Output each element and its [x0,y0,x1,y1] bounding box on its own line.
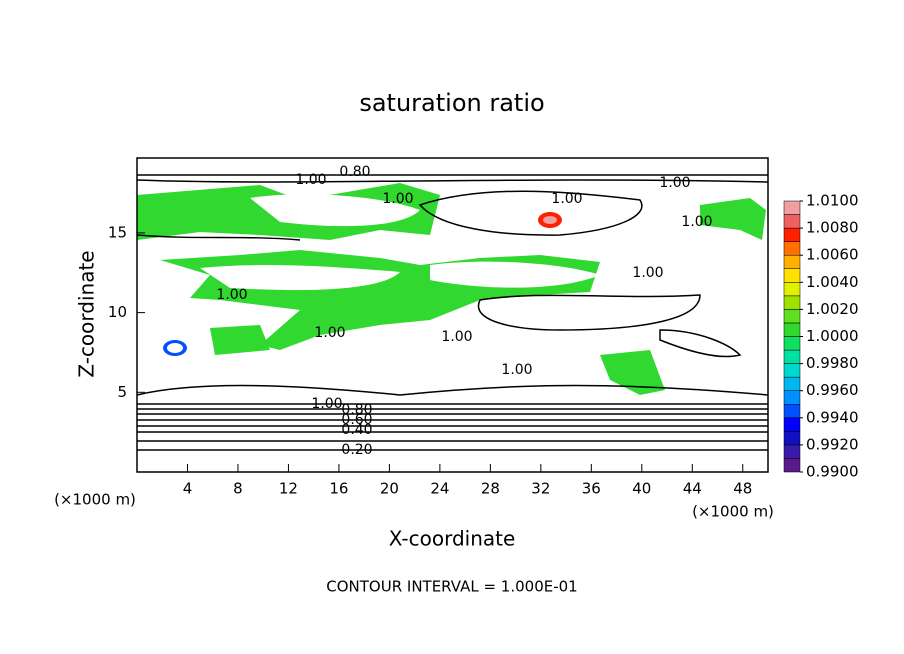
contour-label: 0.20 [341,442,372,458]
colorbar-swatch [783,282,801,297]
colorbar-swatch [783,390,801,405]
colorbar-swatch [783,376,801,391]
x-tick-label: 44 [683,480,702,498]
contour-label: 1.00 [632,265,663,281]
y-tick-label: 10 [108,303,127,321]
colorbar-tick-label: 1.0020 [806,300,859,318]
colorbar-swatch [783,431,801,446]
x-unit-label: (×1000 m) [692,503,774,521]
colorbar-swatch [783,227,801,242]
colorbar-swatch [783,458,801,473]
colorbar-tick-label: 0.9940 [806,408,859,426]
colorbar-swatch [783,349,801,364]
x-tick-label: 24 [430,480,449,498]
contour-label: 1.00 [501,362,532,378]
colorbar-swatch [783,363,801,378]
x-tick-label: 20 [380,480,399,498]
colorbar-swatch [783,336,801,351]
colorbar-tick-label: 0.9960 [806,381,859,399]
colorbar-tick-label: 0.9920 [806,435,859,453]
y-unit-label: (×1000 m) [54,491,136,509]
colorbar-swatch [783,295,801,310]
contour-interval-note: CONTOUR INTERVAL = 1.000E-01 [326,578,577,596]
x-tick-label: 32 [531,480,550,498]
chart-title: saturation ratio [359,89,544,117]
x-tick-label: 28 [481,480,500,498]
contour-label: 1.00 [441,329,472,345]
colorbar-tick-label: 1.0040 [806,273,859,291]
colorbar-tick-label: 1.0080 [806,219,859,237]
colorbar-swatch [783,309,801,324]
colorbar-swatch [783,268,801,283]
colorbar-swatch [783,322,801,337]
x-axis-label: X-coordinate [389,527,516,551]
x-tick-label: 48 [733,480,752,498]
field [136,157,769,473]
contour-label: 1.00 [382,191,413,207]
colorbar-tick-label: 1.0100 [806,192,859,210]
contour-label: 1.00 [551,191,582,207]
colorbar-swatch [783,214,801,229]
contour-label: 1.00 [216,287,247,303]
contour-label: 1.00 [659,175,690,191]
colorbar-swatch [783,404,801,419]
contour-label: 0.80 [339,164,370,180]
y-tick-label: 5 [117,383,127,401]
colorbar-tick-label: 0.9980 [806,354,859,372]
colorbar-swatch [783,254,801,269]
x-tick-label: 40 [632,480,651,498]
contour-label: 0.60 [341,412,372,428]
colorbar-swatch [783,200,801,215]
colorbar-tick-label: 1.0060 [806,246,859,264]
x-tick-label: 8 [233,480,243,498]
x-tick-label: 12 [279,480,298,498]
contour-label: 1.00 [295,172,326,188]
contour-label: 0.80 [341,402,372,418]
contour-label: 1.00 [311,396,342,412]
x-tick-label: 36 [582,480,601,498]
colorbar-tick-label: 0.9900 [806,463,859,481]
x-tick-label: 16 [329,480,348,498]
contour-label: 1.00 [681,214,712,230]
colorbar-swatch [783,241,801,256]
colorbar-swatch [783,444,801,459]
y-tick-label: 15 [108,223,127,241]
y-axis-label: Z-coordinate [75,250,99,377]
colorbar-tick-label: 1.0000 [806,327,859,345]
x-tick-label: 4 [183,480,193,498]
contour-label: 1.00 [314,325,345,341]
contour-label: 0.40 [341,422,372,438]
colorbar-swatch [783,417,801,432]
